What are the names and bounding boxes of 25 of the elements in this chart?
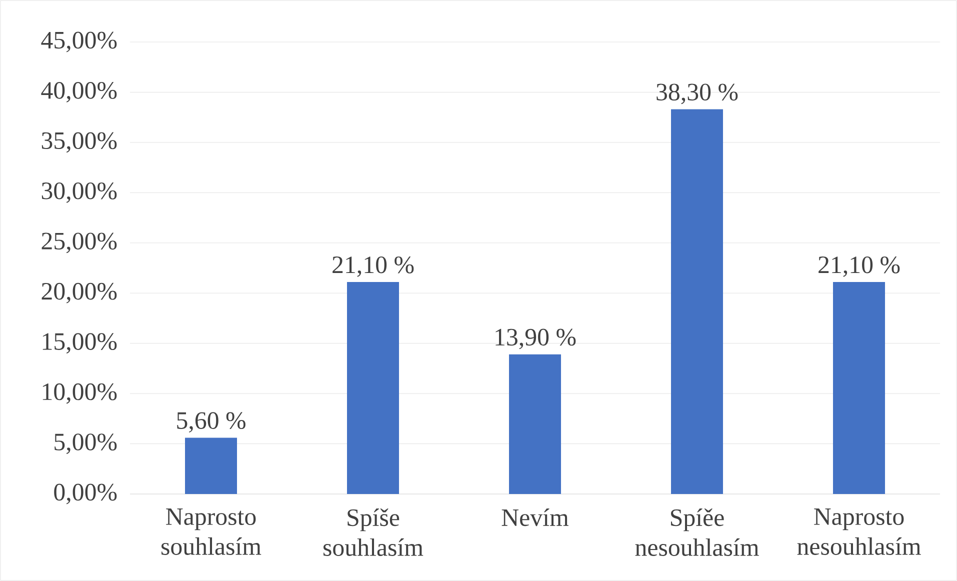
x-tick-label: Spíše souhlasím — [324, 508, 424, 556]
bar — [833, 282, 886, 494]
y-tick-label: 15,00% — [42, 333, 117, 354]
data-label: 13,90 % — [496, 328, 576, 350]
y-tick-label: 0,00% — [54, 484, 117, 504]
bar — [347, 282, 400, 494]
y-tick-label: 45,00% — [41, 32, 117, 52]
data-label: 21,10 % — [332, 256, 414, 277]
bar — [509, 354, 562, 494]
x-tick-label: Spíěe nesouhlasím — [635, 508, 759, 556]
bar — [185, 438, 237, 494]
y-tick-label: 25,00% — [42, 232, 117, 254]
x-tick-label: Nevím — [502, 508, 569, 526]
y-tick-label: 30,00% — [42, 182, 117, 203]
y-tick-label: 20,00% — [42, 282, 117, 304]
y-tick-label: 5,00% — [54, 434, 117, 454]
x-tick-label: Naprosto souhlasím — [162, 508, 262, 555]
y-tick-label: 35,00% — [42, 132, 117, 153]
x-tick-label: Naprosto nesouhlasím — [797, 508, 921, 555]
data-label: 38,30 % — [656, 84, 738, 104]
y-tick-label: 40,00% — [41, 82, 117, 102]
y-tick-label: 10,00% — [42, 383, 117, 404]
data-label: 21,10 % — [818, 256, 900, 277]
bar — [671, 109, 724, 494]
data-label: 5,60 % — [177, 412, 246, 433]
